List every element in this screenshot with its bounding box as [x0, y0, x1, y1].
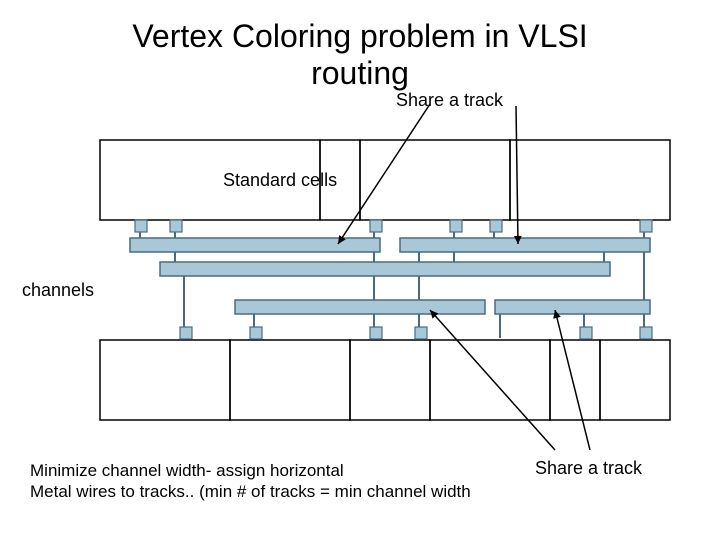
vlsi-diagram: [0, 0, 720, 540]
